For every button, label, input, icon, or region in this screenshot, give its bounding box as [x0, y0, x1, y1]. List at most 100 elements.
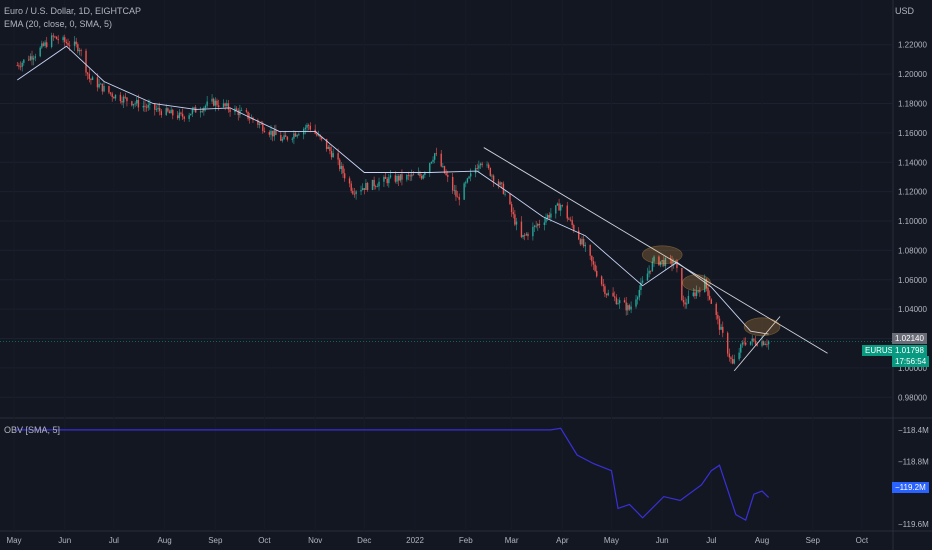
candle-body	[240, 110, 243, 111]
candle-body	[424, 172, 426, 175]
candle-body	[422, 174, 424, 179]
candle-body	[34, 56, 36, 58]
candle-body	[545, 218, 547, 223]
candle-body	[491, 175, 493, 177]
candle-body	[476, 168, 478, 169]
candle-body	[78, 50, 81, 52]
candle-body	[375, 186, 377, 188]
candle-body	[214, 100, 217, 106]
candle-body	[350, 183, 352, 191]
candle-body	[501, 182, 503, 184]
candle-body	[100, 83, 102, 85]
price-tick-label: 1.22000	[898, 41, 927, 50]
candle-body	[443, 166, 446, 174]
candle-body	[687, 295, 690, 304]
candle-body	[497, 181, 500, 185]
candle-body	[504, 193, 506, 195]
candle-body	[625, 302, 627, 311]
candle-body	[623, 300, 626, 303]
candle-body	[455, 190, 457, 197]
time-tick-label: Mar	[505, 536, 519, 545]
price-tick-label: 1.04000	[898, 305, 927, 314]
candle-body	[435, 153, 438, 155]
candle-body	[52, 35, 54, 37]
trendline	[733, 316, 781, 372]
candle-body	[199, 111, 202, 113]
candle-body	[183, 116, 185, 119]
candle-body	[296, 135, 298, 137]
ema-legend[interactable]: EMA (20, close, 0, SMA, 5)	[4, 19, 113, 29]
highlight-zone	[641, 245, 683, 265]
symbol-tag[interactable]: EURUSD	[862, 345, 902, 356]
candle-body	[458, 197, 460, 200]
candle-body	[204, 105, 207, 108]
candle-body	[722, 326, 724, 333]
candle-body	[653, 256, 655, 262]
candle-body	[569, 219, 572, 221]
candle-body	[733, 359, 735, 364]
candle-body	[474, 168, 477, 174]
highlight-zone	[682, 274, 711, 292]
candle-body	[573, 225, 575, 231]
candle-body	[160, 111, 163, 116]
candle-body	[376, 186, 379, 188]
candle-body	[466, 178, 469, 183]
candle-body	[268, 132, 271, 135]
time-tick-label: Nov	[308, 536, 322, 545]
candle-body	[664, 258, 667, 267]
candle-body	[397, 176, 400, 181]
candle-body	[237, 110, 239, 116]
candle-body	[50, 35, 53, 47]
candle-body	[101, 83, 104, 92]
candle-body	[172, 109, 174, 116]
candle-body	[640, 282, 642, 290]
candle-body	[699, 290, 701, 293]
candle-body	[512, 212, 514, 215]
candle-body	[465, 182, 467, 184]
candle-body	[306, 124, 308, 128]
candle-body	[145, 106, 148, 108]
candle-body	[411, 174, 413, 177]
candle-body	[167, 108, 169, 112]
candle-body	[217, 105, 220, 108]
candle-body	[468, 176, 470, 179]
time-tick-label: Sep	[208, 536, 223, 545]
candle-body	[628, 305, 631, 310]
candle-body	[44, 42, 46, 46]
candle-body	[417, 173, 420, 175]
candle-body	[245, 110, 248, 112]
candle-body	[178, 112, 181, 119]
candle-body	[589, 245, 591, 256]
candle-body	[489, 168, 492, 176]
candle-body	[636, 297, 639, 300]
candle-body	[548, 215, 550, 218]
candle-body	[149, 103, 151, 105]
candle-body	[728, 353, 731, 358]
candle-body	[342, 166, 344, 174]
candle-body	[584, 245, 586, 247]
symbol-title[interactable]: Euro / U.S. Dollar, 1D, EIGHTCAP	[4, 6, 142, 16]
time-tick-label: May	[6, 536, 21, 545]
candle-body	[271, 130, 274, 137]
candle-body	[740, 344, 742, 353]
candle-body	[263, 131, 266, 133]
candle-body	[533, 225, 536, 227]
candle-body	[604, 286, 606, 294]
candle-body	[212, 98, 215, 106]
candle-body	[753, 338, 755, 341]
candle-body	[602, 284, 604, 287]
price-tick-label: 1.00000	[898, 364, 927, 373]
candle-body	[111, 93, 113, 98]
candle-body	[720, 326, 722, 330]
candle-body	[126, 97, 128, 102]
candle-body	[389, 175, 392, 178]
candle-body	[560, 205, 562, 211]
obv-legend[interactable]: OBV [SMA, 5]	[4, 425, 61, 435]
candle-body	[363, 188, 365, 190]
candle-body	[730, 357, 732, 360]
candle-body	[479, 163, 482, 166]
candle-body	[98, 84, 100, 88]
candle-body	[280, 135, 282, 141]
candle-body	[190, 113, 192, 116]
